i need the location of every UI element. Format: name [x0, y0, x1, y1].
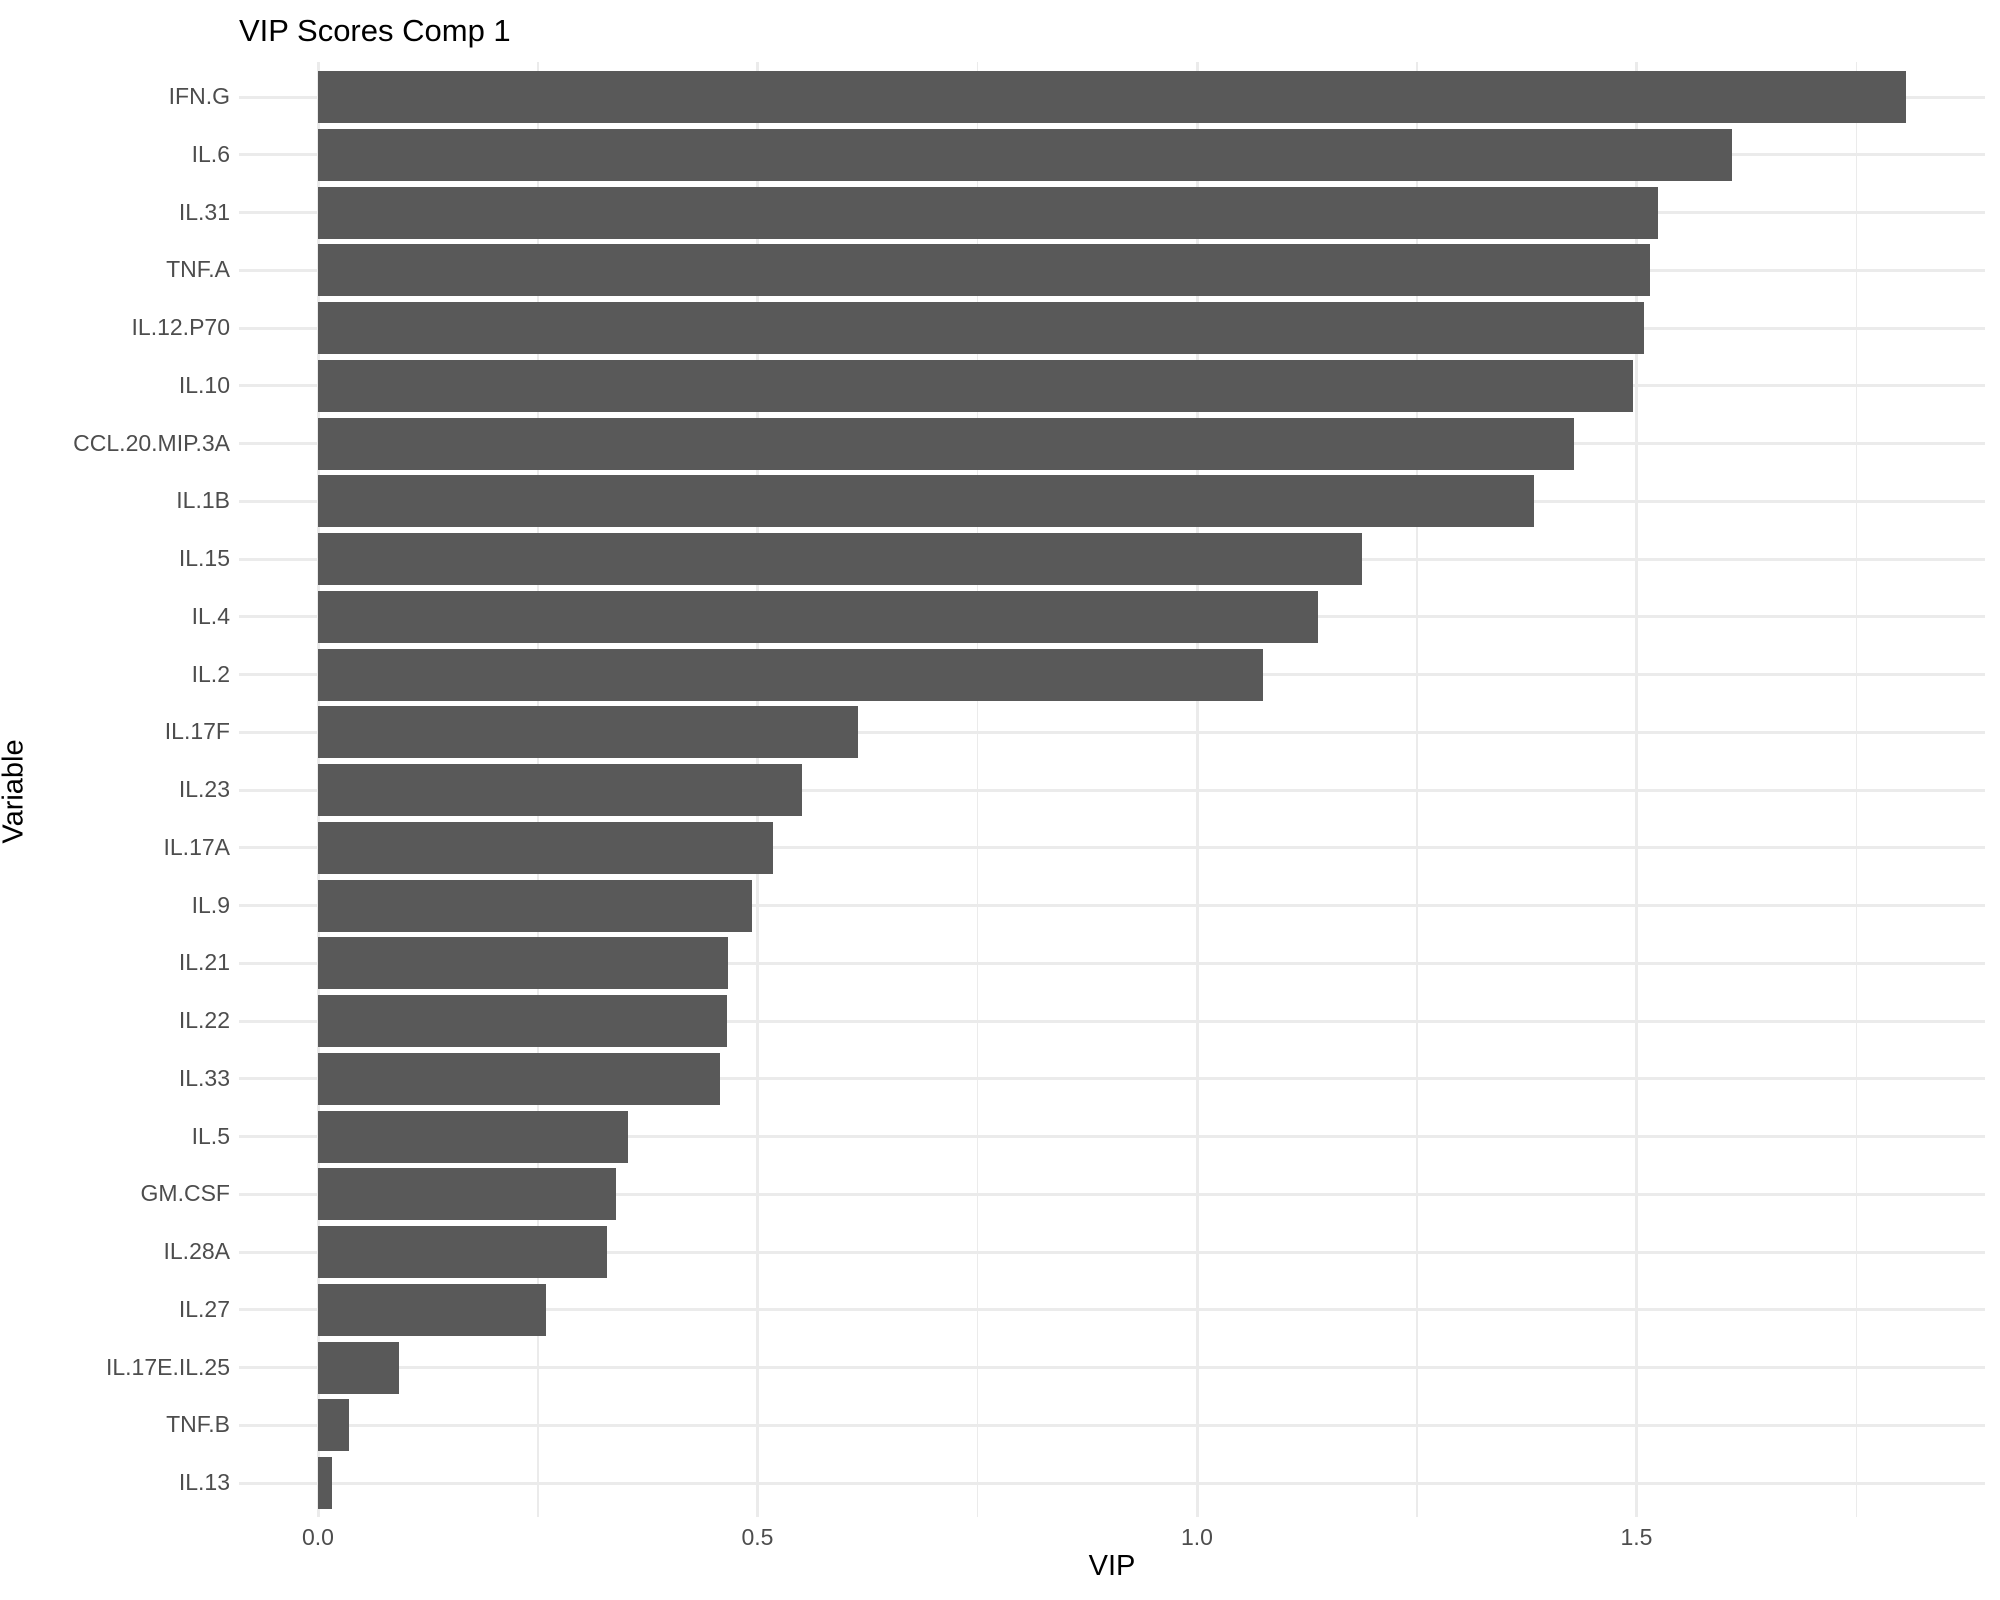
y-tick-label-TNF.A: TNF.A	[166, 256, 230, 283]
bar-IL.28A	[318, 1226, 608, 1278]
x-tick-label-1.0: 1.0	[1181, 1524, 1213, 1550]
y-tick-label-TNF.B: TNF.B	[166, 1411, 230, 1438]
x-minor-gridline	[1855, 62, 1857, 1517]
bar-IL.10	[318, 359, 1633, 412]
bar-IL.2	[318, 648, 1263, 701]
y-tick-label-IL.27: IL.27	[178, 1295, 230, 1322]
bar-IL.6	[318, 128, 1733, 181]
bar-IL.22	[318, 995, 727, 1047]
bar-IL.12.P70	[318, 302, 1644, 354]
x-minor-gridline	[1416, 62, 1418, 1517]
y-gridline	[239, 1481, 1985, 1485]
y-tick-label-GM.CSF: GM.CSF	[140, 1180, 230, 1207]
y-gridline	[239, 961, 1985, 965]
y-gridline	[239, 904, 1985, 907]
y-gridline	[239, 1423, 1985, 1427]
y-gridline	[239, 1077, 1985, 1081]
bar-TNF.A	[318, 244, 1650, 297]
x-axis-title: VIP	[1088, 1550, 1136, 1582]
bar-IL.4	[318, 590, 1319, 643]
y-tick-label-IL.5: IL.5	[191, 1122, 230, 1149]
x-tick-label-0.5: 0.5	[741, 1524, 774, 1550]
bar-IL.1B	[318, 475, 1534, 528]
y-tick-label-IL.22: IL.22	[178, 1007, 230, 1033]
y-tick-label-IL.6: IL.6	[191, 140, 230, 167]
bar-IL.13	[318, 1457, 333, 1509]
y-tick-label-IL.28A: IL.28A	[163, 1238, 231, 1264]
y-tick-label-CCL.20.MIP.3A: CCL.20.MIP.3A	[73, 429, 230, 456]
bar-IL.31	[318, 186, 1658, 239]
y-gridline	[239, 1192, 1985, 1196]
y-tick-label-IL.17A: IL.17A	[163, 833, 231, 860]
bar-IL.9	[318, 879, 753, 932]
y-gridline	[239, 1019, 1985, 1023]
y-tick-label-IL.15: IL.15	[178, 545, 230, 571]
bar-IL.33	[318, 1052, 720, 1105]
y-gridline	[239, 730, 1985, 734]
bar-GM.CSF	[318, 1168, 616, 1221]
bar-TNF.B	[318, 1399, 349, 1452]
bar-IL.17A	[318, 821, 774, 874]
x-major-gridline	[1195, 62, 1199, 1517]
y-tick-label-IL.2: IL.2	[191, 660, 230, 687]
y-tick-label-IFN.G: IFN.G	[168, 83, 230, 109]
x-tick-label-0.0: 0.0	[302, 1524, 334, 1550]
y-tick-label-IL.1B: IL.1B	[176, 487, 230, 514]
bar-IFN.G	[318, 71, 1907, 123]
y-tick-label-IL.23: IL.23	[178, 776, 230, 802]
y-tick-label-IL.21: IL.21	[178, 949, 230, 976]
y-gridline	[239, 1366, 1985, 1369]
y-tick-label-IL.31: IL.31	[178, 198, 230, 225]
bar-CCL.20.MIP.3A	[318, 417, 1575, 470]
bar-IL.27	[318, 1283, 546, 1336]
bar-IL.17F	[318, 706, 858, 759]
y-tick-label-IL.12.P70: IL.12.P70	[131, 314, 230, 340]
x-tick-label-1.5: 1.5	[1620, 1524, 1653, 1550]
y-gridline	[239, 788, 1985, 792]
y-gridline	[239, 1308, 1985, 1312]
x-minor-gridline	[976, 62, 978, 1517]
y-gridline	[239, 1250, 1985, 1254]
y-gridline	[239, 846, 1985, 850]
y-tick-label-IL.13: IL.13	[178, 1469, 230, 1495]
bar-IL.15	[318, 533, 1363, 585]
y-tick-label-IL.17F: IL.17F	[164, 718, 230, 745]
y-tick-label-IL.10: IL.10	[178, 371, 230, 398]
bar-IL.21	[318, 937, 728, 990]
y-tick-label-IL.17E.IL.25: IL.17E.IL.25	[105, 1353, 230, 1380]
chart-title: VIP Scores Comp 1	[239, 13, 511, 48]
x-major-gridline	[1635, 62, 1638, 1517]
bar-IL.23	[318, 764, 803, 816]
bar-IL.17E.IL.25	[318, 1341, 399, 1394]
y-tick-label-IL.4: IL.4	[191, 602, 230, 629]
bar-IL.5	[318, 1110, 629, 1163]
y-tick-label-IL.33: IL.33	[178, 1064, 230, 1091]
y-tick-label-IL.9: IL.9	[191, 891, 230, 918]
y-gridline	[239, 1135, 1985, 1138]
